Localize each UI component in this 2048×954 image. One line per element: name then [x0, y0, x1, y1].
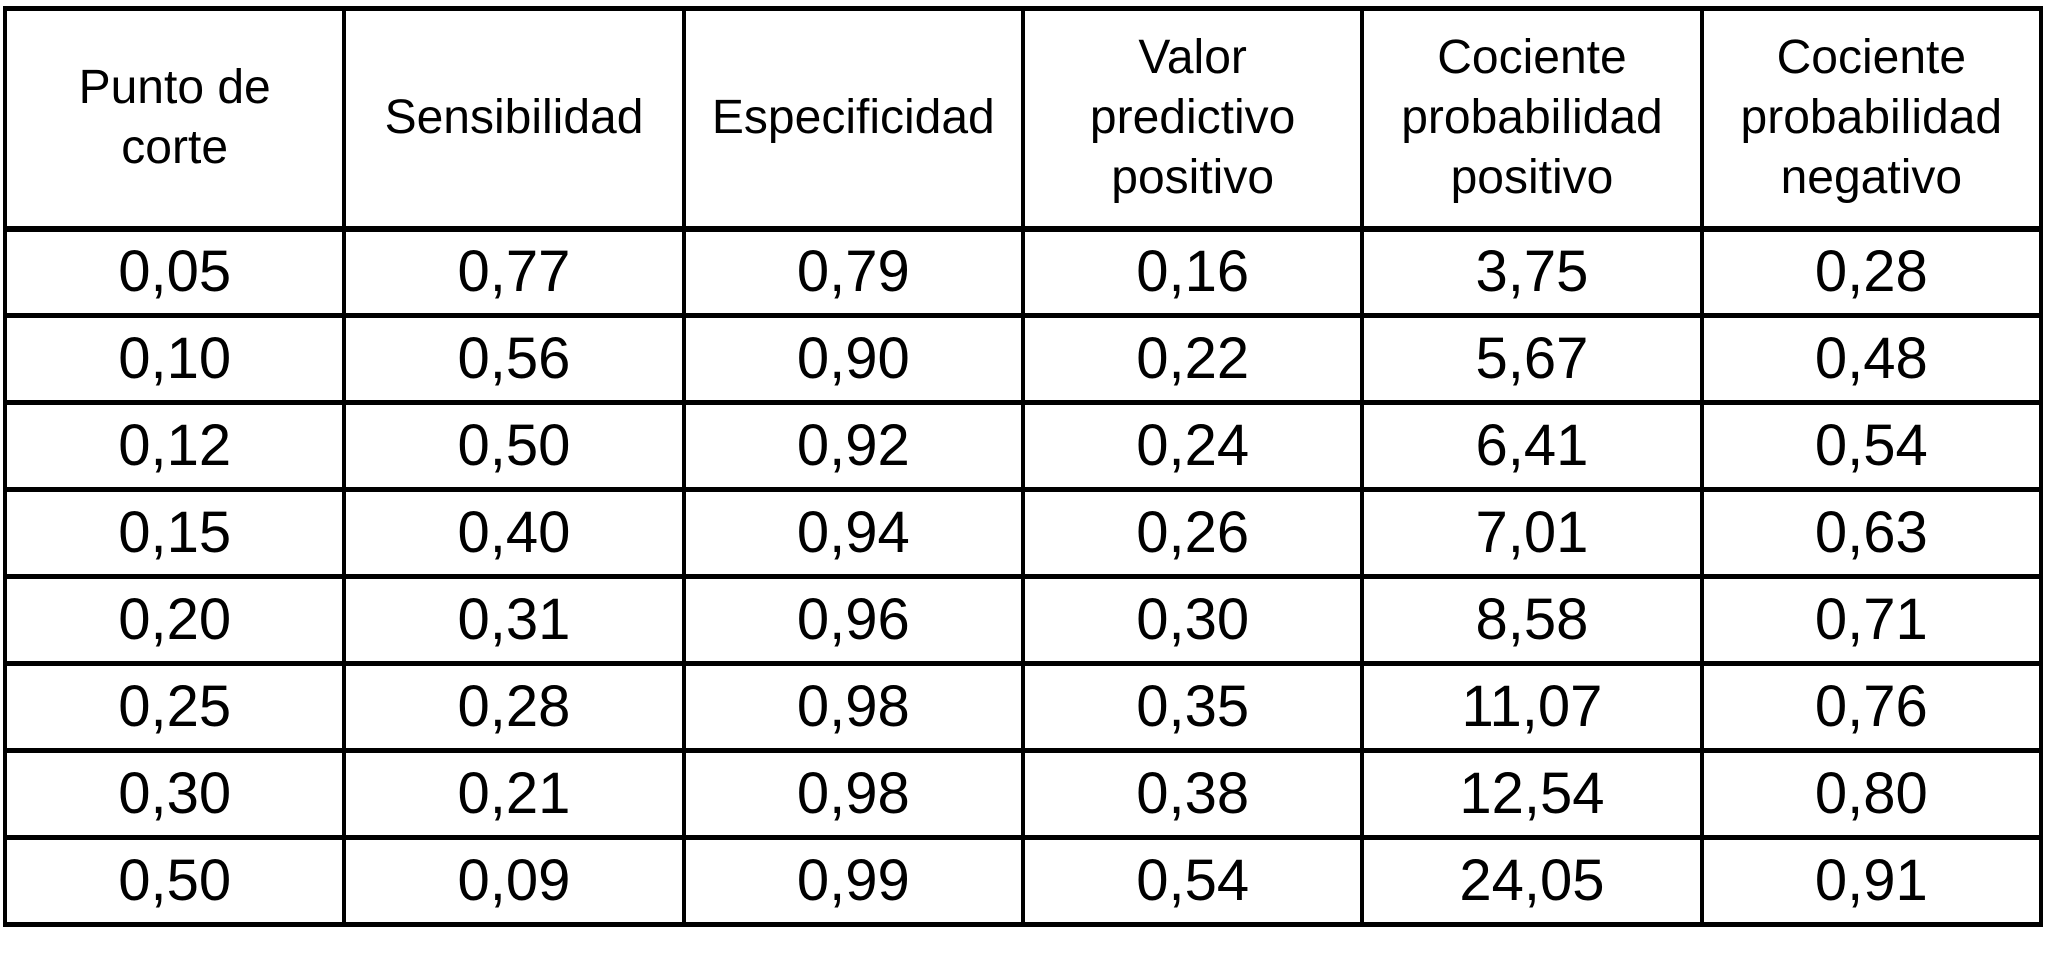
cell-especificidad: 0,96 — [681, 574, 1025, 666]
cell-cociente-probabilidad-negativo: 0,71 — [1699, 574, 2044, 666]
cell-punto-de-corte: 0,20 — [2, 574, 347, 666]
cell-cociente-probabilidad-positivo: 3,75 — [1360, 226, 1704, 318]
cell-sensibilidad: 0,09 — [342, 835, 686, 927]
cell-sensibilidad: 0,77 — [342, 226, 686, 318]
cell-punto-de-corte: 0,12 — [2, 400, 347, 492]
cell-sensibilidad: 0,28 — [342, 661, 686, 753]
cell-cociente-probabilidad-positivo: 8,58 — [1360, 574, 1704, 666]
col-header-especificidad: Especificidad — [681, 6, 1025, 232]
cell-especificidad: 0,92 — [681, 400, 1025, 492]
cell-cociente-probabilidad-negativo: 0,28 — [1699, 226, 2044, 318]
cell-cociente-probabilidad-negativo: 0,48 — [1699, 313, 2044, 405]
cell-cociente-probabilidad-negativo: 0,54 — [1699, 400, 2044, 492]
table-row: 0,30 0,21 0,98 0,38 12,54 0,80 — [2, 748, 2044, 840]
table-row: 0,25 0,28 0,98 0,35 11,07 0,76 — [2, 661, 2044, 753]
cell-sensibilidad: 0,21 — [342, 748, 686, 840]
cell-punto-de-corte: 0,10 — [2, 313, 347, 405]
diagnostic-cutoff-table: Punto de corte Sensibilidad Especificida… — [2, 6, 2044, 927]
cell-cociente-probabilidad-negativo: 0,91 — [1699, 835, 2044, 927]
cell-valor-predictivo-positivo: 0,16 — [1020, 226, 1365, 318]
table-row: 0,12 0,50 0,92 0,24 6,41 0,54 — [2, 400, 2044, 492]
col-header-cociente-probabilidad-positivo: Cociente probabilidad positivo — [1360, 6, 1704, 232]
cell-cociente-probabilidad-negativo: 0,80 — [1699, 748, 2044, 840]
cell-cociente-probabilidad-negativo: 0,63 — [1699, 487, 2044, 579]
cell-especificidad: 0,99 — [681, 835, 1025, 927]
cell-valor-predictivo-positivo: 0,26 — [1020, 487, 1365, 579]
cell-cociente-probabilidad-positivo: 24,05 — [1360, 835, 1704, 927]
cell-sensibilidad: 0,50 — [342, 400, 686, 492]
cell-cociente-probabilidad-negativo: 0,76 — [1699, 661, 2044, 753]
cell-valor-predictivo-positivo: 0,35 — [1020, 661, 1365, 753]
cell-sensibilidad: 0,31 — [342, 574, 686, 666]
table-row: 0,10 0,56 0,90 0,22 5,67 0,48 — [2, 313, 2044, 405]
cell-especificidad: 0,98 — [681, 661, 1025, 753]
cell-punto-de-corte: 0,15 — [2, 487, 347, 579]
cell-especificidad: 0,90 — [681, 313, 1025, 405]
col-header-cociente-probabilidad-negativo: Cociente probabilidad negativo — [1699, 6, 2044, 232]
cell-valor-predictivo-positivo: 0,30 — [1020, 574, 1365, 666]
cell-especificidad: 0,79 — [681, 226, 1025, 318]
cell-punto-de-corte: 0,05 — [2, 226, 347, 318]
cell-punto-de-corte: 0,50 — [2, 835, 347, 927]
cell-cociente-probabilidad-positivo: 11,07 — [1360, 661, 1704, 753]
table-row: 0,05 0,77 0,79 0,16 3,75 0,28 — [2, 226, 2044, 318]
cell-especificidad: 0,94 — [681, 487, 1025, 579]
table-row: 0,15 0,40 0,94 0,26 7,01 0,63 — [2, 487, 2044, 579]
col-header-punto-de-corte: Punto de corte — [2, 6, 347, 232]
cell-valor-predictivo-positivo: 0,24 — [1020, 400, 1365, 492]
cell-cociente-probabilidad-positivo: 5,67 — [1360, 313, 1704, 405]
cell-cociente-probabilidad-positivo: 12,54 — [1360, 748, 1704, 840]
col-header-valor-predictivo-positivo: Valor predictivo positivo — [1020, 6, 1365, 232]
cell-punto-de-corte: 0,25 — [2, 661, 347, 753]
cell-sensibilidad: 0,40 — [342, 487, 686, 579]
cell-cociente-probabilidad-positivo: 6,41 — [1360, 400, 1704, 492]
table-row: 0,50 0,09 0,99 0,54 24,05 0,91 — [2, 835, 2044, 927]
cell-punto-de-corte: 0,30 — [2, 748, 347, 840]
header-row: Punto de corte Sensibilidad Especificida… — [2, 6, 2044, 232]
cell-valor-predictivo-positivo: 0,38 — [1020, 748, 1365, 840]
col-header-sensibilidad: Sensibilidad — [342, 6, 686, 232]
cell-cociente-probabilidad-positivo: 7,01 — [1360, 487, 1704, 579]
cell-especificidad: 0,98 — [681, 748, 1025, 840]
table-row: 0,20 0,31 0,96 0,30 8,58 0,71 — [2, 574, 2044, 666]
cell-sensibilidad: 0,56 — [342, 313, 686, 405]
cell-valor-predictivo-positivo: 0,22 — [1020, 313, 1365, 405]
cell-valor-predictivo-positivo: 0,54 — [1020, 835, 1365, 927]
